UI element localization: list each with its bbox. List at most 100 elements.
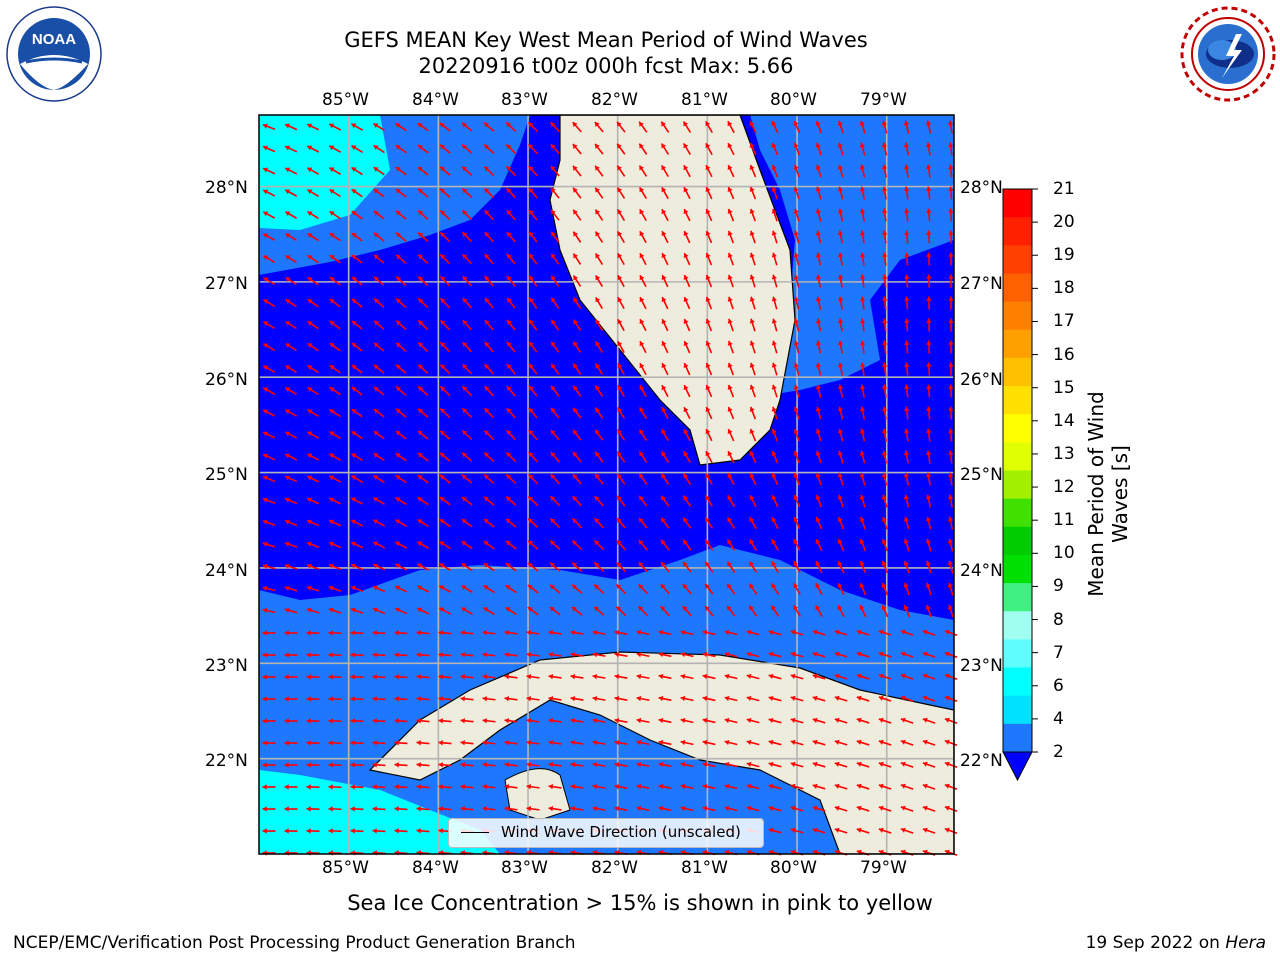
wind-wave-arrow — [329, 386, 341, 396]
wind-wave-arrow — [903, 516, 910, 530]
wind-wave-arrow — [548, 762, 562, 768]
lat-label-left: 22°N — [205, 751, 248, 771]
wind-wave-arrow — [307, 408, 319, 418]
wind-wave-arrow — [528, 165, 538, 177]
wind-wave-arrow — [856, 651, 870, 658]
wind-wave-arrow — [285, 364, 297, 374]
wind-wave-arrow — [771, 142, 779, 156]
wind-wave-arrow — [771, 384, 778, 398]
wind-wave-arrow — [614, 717, 628, 724]
map-frame — [258, 114, 955, 855]
wind-wave-arrow — [837, 362, 844, 376]
wind-wave-arrow — [417, 319, 429, 331]
wind-wave-arrow — [878, 805, 892, 812]
wind-wave-arrow — [550, 297, 560, 309]
wind-wave-arrow — [856, 783, 870, 790]
wind-wave-arrow — [727, 274, 734, 288]
wind-wave-arrow — [506, 253, 516, 265]
wind-wave-arrow — [812, 739, 826, 746]
wind-wave-arrow — [284, 806, 298, 812]
wind-wave-arrow — [461, 540, 473, 550]
wind-wave-arrow — [878, 651, 892, 658]
wind-wave-arrow — [350, 762, 364, 768]
wind-wave-arrow — [639, 340, 647, 354]
wind-wave-arrow — [859, 186, 866, 200]
wind-wave-arrow — [878, 717, 892, 724]
wind-wave-arrow — [925, 516, 932, 530]
wind-wave-arrow — [350, 806, 364, 812]
wind-wave-arrow — [837, 582, 845, 596]
lon-label-bottom: 80°W — [770, 858, 817, 878]
wind-wave-arrow — [394, 541, 408, 549]
wind-wave-arrow — [617, 274, 625, 288]
wind-wave-arrow — [724, 805, 738, 812]
wind-wave-arrow — [461, 562, 473, 572]
wind-wave-arrow — [837, 472, 844, 486]
wind-wave-arrow — [702, 717, 716, 724]
lon-label-top: 85°W — [322, 90, 369, 110]
wind-wave-arrow — [461, 253, 473, 265]
wind-wave-arrow — [307, 254, 319, 264]
wind-wave-arrow — [594, 363, 604, 375]
wind-wave-arrow — [837, 274, 844, 288]
wind-wave-arrow — [705, 186, 713, 200]
wind-wave-arrow — [504, 740, 518, 746]
wind-wave-arrow — [285, 254, 297, 264]
wind-wave-arrow — [658, 695, 672, 702]
wind-wave-arrow — [658, 673, 672, 680]
wind-wave-arrow — [284, 541, 298, 548]
wind-wave-arrow — [306, 497, 320, 505]
wind-wave-arrow — [395, 166, 407, 176]
wind-wave-arrow — [504, 696, 518, 702]
wind-wave-arrow — [726, 583, 736, 595]
wind-wave-arrow — [483, 584, 495, 594]
wind-wave-arrow — [636, 695, 650, 702]
wind-wave-arrow — [660, 539, 670, 551]
wind-wave-arrow — [771, 186, 778, 200]
wind-wave-arrow — [417, 518, 429, 528]
wind-wave-arrow — [504, 674, 518, 680]
wind-wave-arrow — [394, 784, 408, 790]
wind-wave-arrow — [439, 341, 451, 353]
colorbar-segment — [1003, 723, 1032, 753]
wind-wave-arrow — [483, 606, 495, 616]
wind-wave-arrow — [636, 739, 650, 746]
wind-wave-arrow — [903, 164, 910, 178]
wind-wave-arrow — [483, 518, 495, 528]
wind-wave-arrow — [395, 430, 407, 440]
wind-wave-arrow — [947, 582, 954, 596]
wind-wave-arrow — [658, 783, 672, 790]
wind-wave-arrow — [900, 651, 914, 658]
wind-wave-arrow — [859, 472, 866, 486]
wind-wave-arrow — [770, 583, 780, 595]
wind-wave-arrow — [661, 384, 669, 398]
wind-wave-arrow — [417, 496, 429, 506]
wind-wave-arrow — [372, 718, 386, 724]
wind-wave-arrow — [484, 231, 494, 243]
colorbar-segment — [1003, 583, 1032, 612]
wind-wave-arrow — [394, 762, 408, 768]
wind-wave-arrow — [925, 494, 932, 508]
wind-wave-arrow — [373, 408, 385, 418]
wind-wave-arrow — [660, 121, 670, 133]
colorbar-tick-label: 8 — [1053, 609, 1064, 630]
wind-wave-arrow — [837, 340, 844, 354]
wind-wave-arrow — [882, 340, 888, 354]
wind-wave-arrow — [768, 805, 782, 812]
wind-wave-arrow — [307, 210, 319, 220]
wind-wave-arrow — [350, 475, 364, 483]
wind-wave-arrow — [372, 696, 386, 702]
wind-wave-arrow — [483, 165, 495, 177]
lon-label-bottom: 83°W — [501, 858, 548, 878]
wind-wave-arrow — [439, 166, 451, 176]
wind-wave-arrow — [417, 474, 429, 484]
colorbar-tick-label: 20 — [1053, 212, 1075, 233]
colorbar-tick-label: 13 — [1053, 443, 1075, 464]
colorbar-tick-label: 7 — [1053, 642, 1064, 663]
wind-wave-arrow — [439, 474, 451, 484]
colorbar-segment — [1003, 611, 1032, 640]
wind-wave-arrow — [790, 673, 804, 680]
wind-wave-arrow — [306, 630, 320, 636]
wind-wave-arrow — [439, 122, 451, 132]
wind-wave-arrow — [812, 827, 826, 834]
